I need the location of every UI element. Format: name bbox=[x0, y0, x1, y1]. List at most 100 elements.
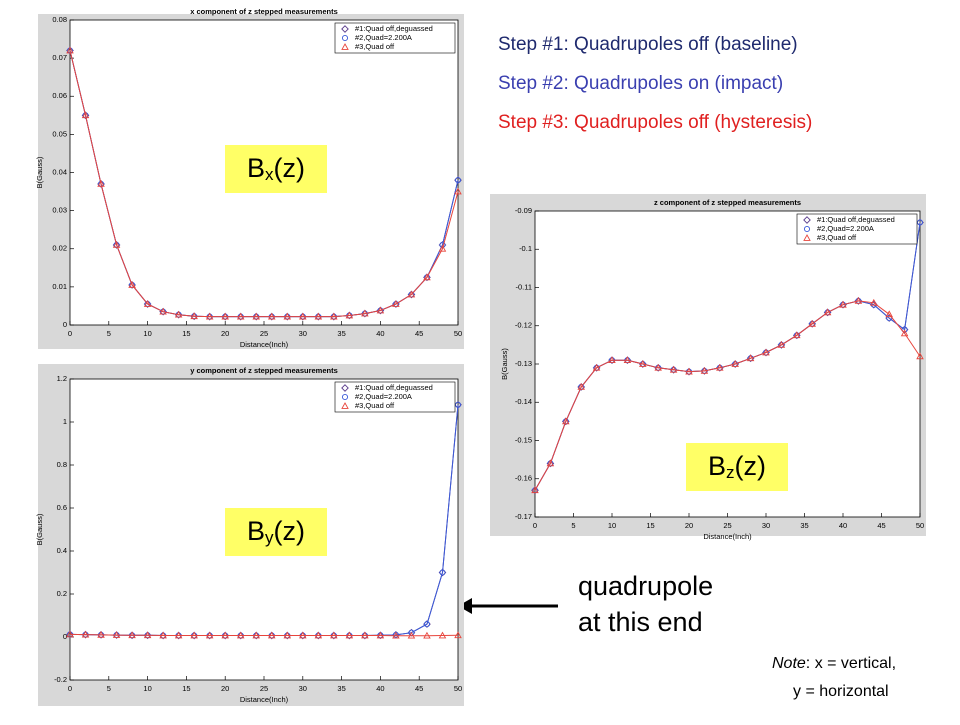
marker bbox=[531, 486, 539, 494]
legend-marker bbox=[803, 225, 811, 233]
marker bbox=[205, 631, 214, 639]
marker bbox=[361, 631, 369, 639]
marker bbox=[112, 241, 121, 248]
label-main: B bbox=[708, 451, 726, 481]
marker bbox=[190, 631, 198, 639]
chart-label: Bx(z) bbox=[247, 153, 305, 184]
marker bbox=[392, 300, 400, 307]
marker bbox=[700, 366, 709, 374]
marker bbox=[236, 312, 245, 320]
legend-label: #3,Quad off bbox=[817, 233, 857, 242]
marker bbox=[97, 180, 105, 187]
y-tick-label: -0.16 bbox=[515, 474, 532, 483]
label-sub: y bbox=[265, 528, 274, 547]
marker bbox=[376, 631, 385, 639]
y-tick-label: 0 bbox=[63, 632, 67, 641]
x-axis-label: Distance(Inch) bbox=[240, 695, 289, 704]
y-axis-label: B(Gauss) bbox=[500, 348, 509, 380]
marker bbox=[407, 290, 416, 298]
marker bbox=[376, 306, 385, 314]
marker bbox=[716, 363, 724, 371]
annotation: quadrupole bbox=[578, 571, 713, 601]
legend-label: #2,Quad=2.200A bbox=[355, 33, 412, 42]
legend-marker bbox=[803, 216, 811, 224]
marker bbox=[299, 312, 307, 320]
y-axis-label: B(Gauss) bbox=[35, 156, 44, 188]
marker bbox=[562, 417, 570, 425]
x-tick-label: 15 bbox=[182, 684, 190, 693]
label-sub: z bbox=[726, 463, 735, 482]
arrow-head bbox=[458, 598, 472, 614]
y-tick-label: 0 bbox=[63, 320, 67, 329]
marker bbox=[731, 360, 739, 367]
marker bbox=[174, 310, 183, 318]
marker bbox=[283, 312, 292, 320]
x-tick-label: 45 bbox=[415, 684, 423, 693]
y-tick-label: 0.2 bbox=[57, 589, 67, 598]
x-tick-label: 35 bbox=[800, 521, 808, 530]
x-tick-label: 5 bbox=[571, 521, 575, 530]
y-tick-label: 0.8 bbox=[57, 460, 67, 469]
label-box bbox=[225, 508, 327, 556]
x-tick-label: 30 bbox=[299, 684, 307, 693]
marker bbox=[221, 631, 229, 639]
chart: z component of z stepped measurements Dis… bbox=[490, 194, 926, 541]
chart-label: By(z) bbox=[247, 516, 305, 547]
marker bbox=[81, 630, 90, 638]
y-tick-label: 0.01 bbox=[52, 282, 67, 291]
y-tick-label: 0.06 bbox=[52, 91, 67, 100]
marker bbox=[407, 631, 416, 639]
x-tick-label: 40 bbox=[376, 329, 384, 338]
marker bbox=[190, 312, 198, 320]
y-tick-label: -0.12 bbox=[515, 321, 532, 330]
marker bbox=[608, 356, 616, 364]
x-tick-label: 20 bbox=[685, 521, 693, 530]
chart: y component of z stepped measurements Dis… bbox=[35, 364, 464, 706]
chart-title: z component of z stepped measurements bbox=[654, 198, 801, 207]
y-tick-label: -0.11 bbox=[515, 282, 532, 291]
x-tick-label: 40 bbox=[839, 521, 847, 530]
note-text: : x = vertical, bbox=[806, 655, 896, 672]
marker bbox=[283, 631, 292, 639]
label-box bbox=[225, 145, 327, 193]
legend-marker bbox=[341, 25, 349, 33]
marker bbox=[66, 630, 74, 638]
marker bbox=[143, 300, 152, 307]
x-tick-label: 30 bbox=[299, 329, 307, 338]
y-tick-label: 1 bbox=[63, 417, 67, 426]
x-tick-label: 10 bbox=[143, 684, 151, 693]
marker bbox=[236, 631, 245, 639]
marker bbox=[685, 367, 693, 375]
marker bbox=[454, 401, 462, 408]
marker bbox=[314, 312, 323, 320]
legend-label: #1:Quad off,deguassed bbox=[355, 24, 433, 33]
legend-marker bbox=[341, 393, 349, 401]
legend-marker bbox=[341, 34, 349, 42]
marker bbox=[330, 312, 338, 320]
marker bbox=[900, 329, 909, 337]
x-tick-label: 50 bbox=[916, 521, 924, 530]
x-tick-label: 20 bbox=[221, 329, 229, 338]
series-line bbox=[534, 300, 921, 491]
y-tick-label: 0.05 bbox=[52, 129, 67, 138]
note: y = horizontal bbox=[793, 683, 889, 700]
marker bbox=[423, 273, 431, 281]
x-tick-label: 5 bbox=[107, 329, 111, 338]
marker bbox=[252, 312, 261, 320]
marker bbox=[438, 631, 447, 639]
marker bbox=[299, 631, 307, 639]
x-tick-label: 15 bbox=[182, 329, 190, 338]
marker bbox=[746, 354, 755, 362]
y-tick-label: 0.6 bbox=[57, 503, 67, 512]
legend-label: #2,Quad=2.200A bbox=[355, 392, 412, 401]
label-main: B bbox=[247, 516, 265, 546]
marker bbox=[159, 631, 167, 639]
note-label: Note bbox=[772, 655, 806, 672]
marker bbox=[808, 319, 816, 327]
marker bbox=[439, 569, 446, 576]
x-tick-label: 45 bbox=[877, 521, 885, 530]
x-tick-label: 40 bbox=[376, 684, 384, 693]
marker bbox=[885, 310, 893, 318]
chart-label: Bz(z) bbox=[708, 451, 766, 482]
